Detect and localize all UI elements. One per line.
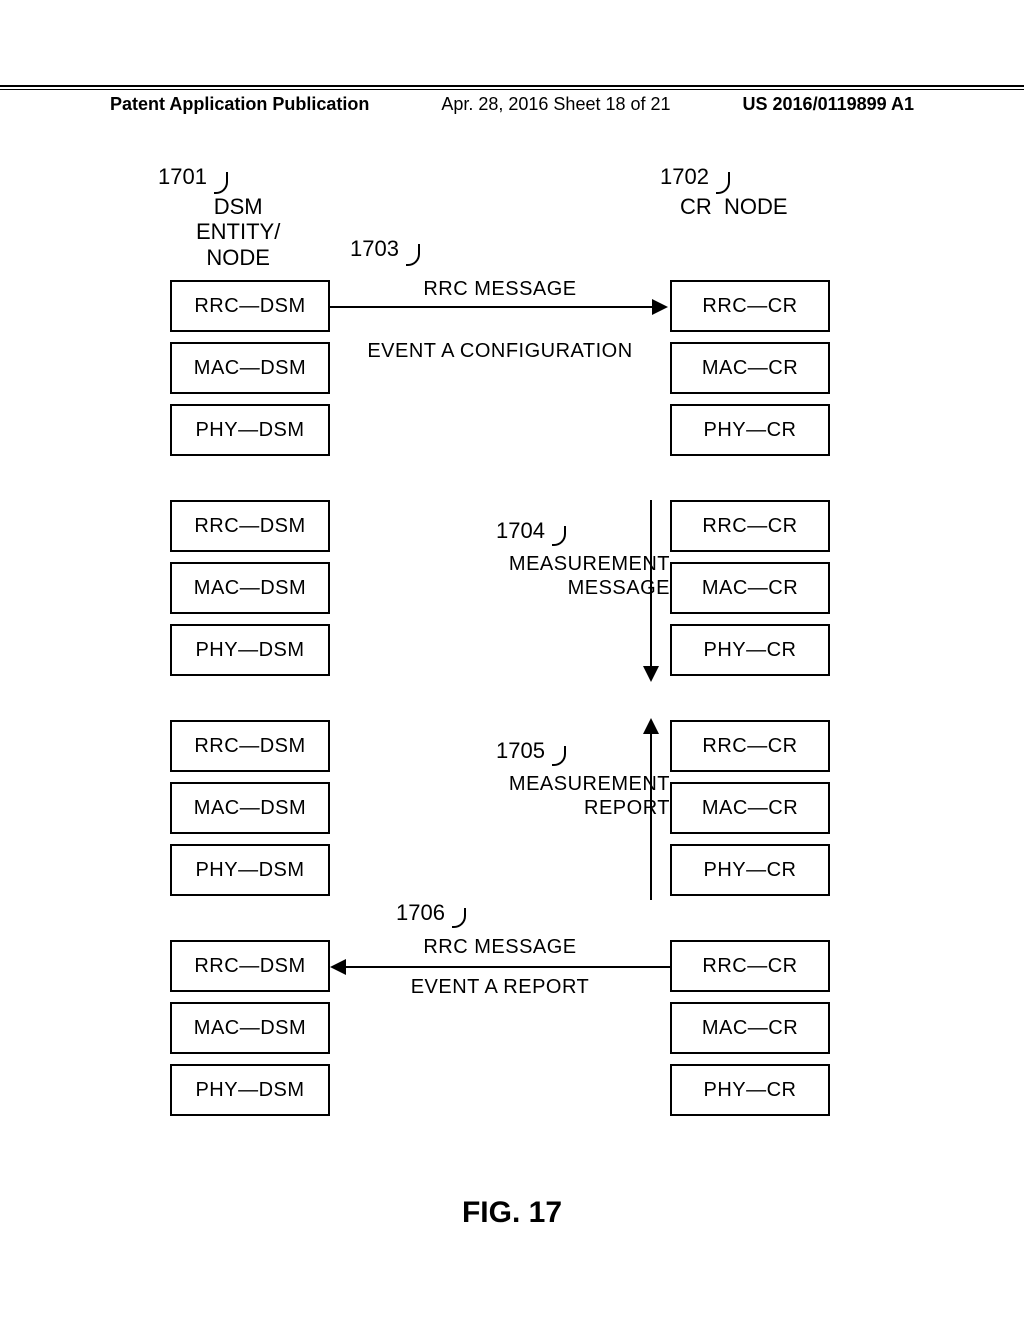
lead-hook-icon bbox=[716, 172, 730, 194]
layer-box: PHY—CR bbox=[670, 624, 830, 676]
layer-box: PHY—DSM bbox=[170, 1064, 330, 1116]
arrow-line bbox=[346, 966, 670, 968]
layer-box: PHY—DSM bbox=[170, 624, 330, 676]
left-column-title: DSM ENTITY/ NODE bbox=[196, 194, 280, 270]
arrow-up-icon bbox=[643, 718, 659, 734]
row4-center: 1706 RRC MESSAGE EVENT A REPORT bbox=[330, 900, 670, 1120]
layer-box: RRC—DSM bbox=[170, 940, 330, 992]
msg-measurement-report: MEASUREMENT REPORT bbox=[330, 772, 670, 820]
layer-box: RRC—DSM bbox=[170, 720, 330, 772]
msg-rrc-message: RRC MESSAGE bbox=[330, 278, 670, 301]
lead-hook-icon bbox=[552, 526, 566, 546]
lead-hook-icon bbox=[406, 244, 420, 266]
dsm-stack: RRC—DSM MAC—DSM PHY—DSM bbox=[170, 500, 330, 686]
sequence-diagram: 1701 DSM ENTITY/ NODE 1702 CR NODE 1703 … bbox=[110, 170, 910, 1140]
cr-stack: RRC—CR MAC—CR PHY—CR bbox=[670, 280, 830, 466]
lead-hook-icon bbox=[214, 172, 228, 194]
row2-center: 1704 MEASUREMENT MESSAGE bbox=[330, 500, 670, 680]
header-left: Patent Application Publication bbox=[110, 94, 369, 115]
layer-box: RRC—CR bbox=[670, 720, 830, 772]
row1-center: RRC MESSAGE EVENT A CONFIGURATION bbox=[330, 280, 670, 460]
layer-box: MAC—CR bbox=[670, 782, 830, 834]
ref-1706: 1706 bbox=[396, 900, 445, 926]
dsm-stack: RRC—DSM MAC—DSM PHY—DSM bbox=[170, 940, 330, 1126]
layer-box: RRC—DSM bbox=[170, 280, 330, 332]
header-mid: Apr. 28, 2016 Sheet 18 of 21 bbox=[441, 94, 670, 115]
lead-hook-icon bbox=[452, 908, 466, 928]
row-4: RRC—DSM MAC—DSM PHY—DSM RRC—CR MAC—CR PH… bbox=[110, 940, 910, 1140]
layer-box: RRC—DSM bbox=[170, 500, 330, 552]
layer-box: PHY—DSM bbox=[170, 844, 330, 896]
ref-1703: 1703 bbox=[350, 236, 399, 262]
layer-box: MAC—DSM bbox=[170, 562, 330, 614]
lead-hook-icon bbox=[552, 746, 566, 766]
figure-caption: FIG. 17 bbox=[0, 1196, 1024, 1230]
dsm-stack: RRC—DSM MAC—DSM PHY—DSM bbox=[170, 720, 330, 906]
layer-box: MAC—DSM bbox=[170, 1002, 330, 1054]
arrow-right-icon bbox=[652, 299, 668, 315]
row-1: RRC—DSM MAC—DSM PHY—DSM RRC—CR MAC—CR PH… bbox=[110, 280, 910, 500]
ref-1705: 1705 bbox=[496, 738, 545, 764]
dsm-stack: RRC—DSM MAC—DSM PHY—DSM bbox=[170, 280, 330, 466]
layer-box: MAC—DSM bbox=[170, 782, 330, 834]
layer-box: MAC—CR bbox=[670, 562, 830, 614]
layer-box: PHY—CR bbox=[670, 844, 830, 896]
arrow-left-icon bbox=[330, 959, 346, 975]
layer-box: MAC—DSM bbox=[170, 342, 330, 394]
arrow-line bbox=[650, 734, 652, 900]
header-right: US 2016/0119899 A1 bbox=[743, 94, 914, 115]
layer-box: MAC—CR bbox=[670, 342, 830, 394]
arrow-line bbox=[650, 500, 652, 668]
layer-box: RRC—CR bbox=[670, 940, 830, 992]
ref-1704: 1704 bbox=[496, 518, 545, 544]
page-header: Patent Application Publication Apr. 28, … bbox=[0, 85, 1024, 115]
msg-measurement-message: MEASUREMENT MESSAGE bbox=[330, 552, 670, 600]
ref-1702: 1702 bbox=[660, 164, 709, 190]
msg-event-a-config: EVENT A CONFIGURATION bbox=[330, 340, 670, 363]
layer-box: MAC—CR bbox=[670, 1002, 830, 1054]
row-2: RRC—DSM MAC—DSM PHY—DSM RRC—CR MAC—CR PH… bbox=[110, 500, 910, 720]
layer-box: PHY—DSM bbox=[170, 404, 330, 456]
layer-box: PHY—CR bbox=[670, 1064, 830, 1116]
layer-box: RRC—CR bbox=[670, 280, 830, 332]
cr-stack: RRC—CR MAC—CR PHY—CR bbox=[670, 940, 830, 1126]
cr-stack: RRC—CR MAC—CR PHY—CR bbox=[670, 500, 830, 686]
layer-box: RRC—CR bbox=[670, 500, 830, 552]
right-column-title: CR NODE bbox=[680, 194, 788, 219]
arrow-down-icon bbox=[643, 666, 659, 682]
arrow-line bbox=[330, 306, 654, 308]
rows: RRC—DSM MAC—DSM PHY—DSM RRC—CR MAC—CR PH… bbox=[110, 280, 910, 1140]
column-headers: 1701 DSM ENTITY/ NODE 1702 CR NODE 1703 bbox=[110, 170, 910, 280]
msg-rrc-message-2: RRC MESSAGE bbox=[330, 936, 670, 959]
ref-1701: 1701 bbox=[158, 164, 207, 190]
cr-stack: RRC—CR MAC—CR PHY—CR bbox=[670, 720, 830, 906]
row3-center: 1705 MEASUREMENT REPORT bbox=[330, 720, 670, 900]
layer-box: PHY—CR bbox=[670, 404, 830, 456]
msg-event-a-report: EVENT A REPORT bbox=[330, 976, 670, 999]
